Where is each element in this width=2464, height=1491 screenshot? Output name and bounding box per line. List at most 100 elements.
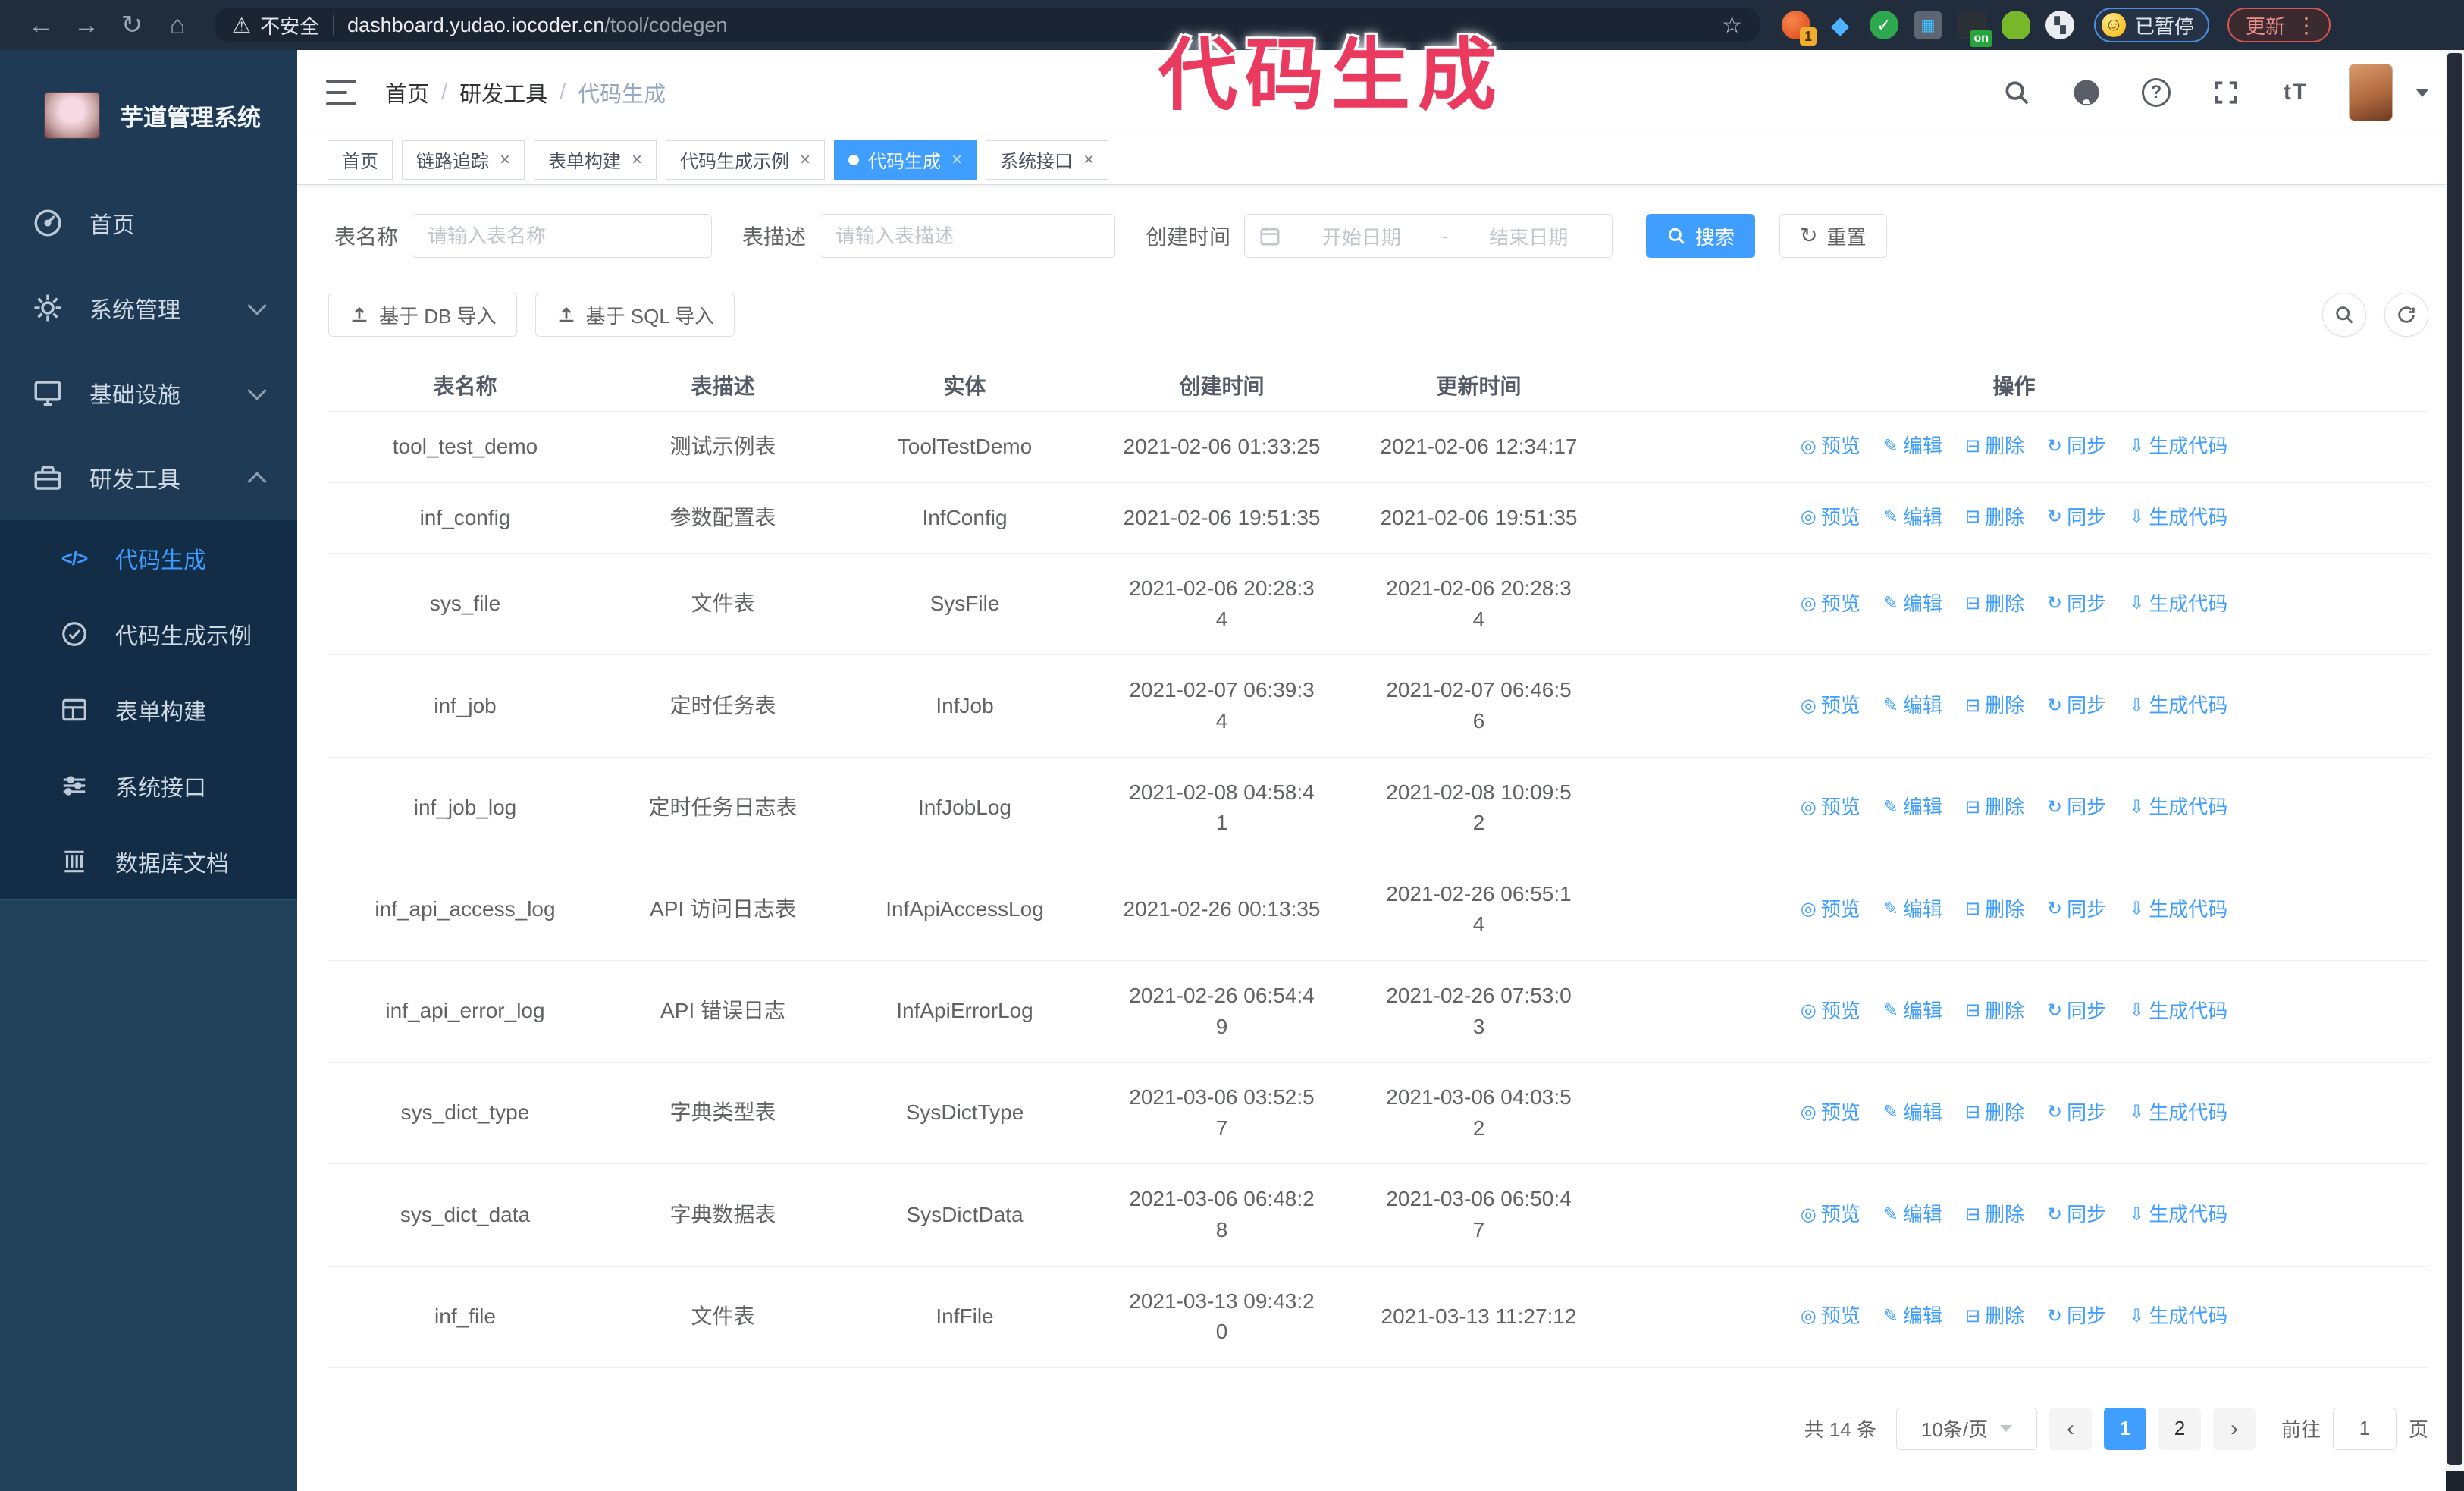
edit-link[interactable]: ✎ 编辑 (1883, 432, 1942, 461)
search-button[interactable]: 搜索 (1646, 214, 1756, 258)
delete-link[interactable]: ⊟ 删除 (1965, 896, 2024, 924)
edit-link[interactable]: ✎ 编辑 (1883, 997, 1942, 1026)
ext-switch-icon[interactable]: on (1958, 11, 1992, 47)
generate-code-link[interactable]: ⇩ 生成代码 (2129, 896, 2227, 924)
font-size-icon[interactable]: tT (2283, 80, 2309, 105)
generate-code-link[interactable]: ⇩ 生成代码 (2129, 793, 2227, 822)
refresh-table-button[interactable] (2384, 293, 2428, 337)
sidebar-logo-row[interactable]: 芋道管理系统 (0, 50, 297, 180)
preview-link[interactable]: ◎ 预览 (1801, 997, 1861, 1026)
edit-link[interactable]: ✎ 编辑 (1883, 692, 1942, 720)
avatar-caret-icon[interactable] (2415, 88, 2429, 97)
reset-button[interactable]: ↻ 重置 (1779, 214, 1887, 258)
delete-link[interactable]: ⊟ 删除 (1965, 692, 2024, 720)
page-scrollbar[interactable] (2446, 50, 2464, 1491)
generate-code-link[interactable]: ⇩ 生成代码 (2129, 432, 2227, 461)
sidebar-item-system-api[interactable]: 系统接口 (0, 748, 297, 824)
search-icon[interactable] (2000, 76, 2033, 109)
sidebar-item-system[interactable]: 系统管理 (0, 265, 297, 350)
edit-link[interactable]: ✎ 编辑 (1883, 896, 1942, 924)
user-avatar[interactable] (2349, 64, 2393, 121)
import-sql-button[interactable]: 基于 SQL 导入 (534, 293, 735, 337)
scrollbar-thumb[interactable] (2447, 53, 2462, 1465)
sidebar-item-codegen-example[interactable]: 代码生成示例 (0, 596, 297, 672)
ext-check-icon[interactable]: ✓ (1870, 11, 1898, 39)
sync-link[interactable]: ↻ 同步 (2047, 692, 2106, 720)
preview-link[interactable]: ◎ 预览 (1801, 896, 1861, 924)
sync-link[interactable]: ↻ 同步 (2047, 432, 2106, 461)
bookmark-star-icon[interactable]: ☆ (1722, 12, 1742, 38)
delete-link[interactable]: ⊟ 删除 (1965, 432, 2024, 461)
close-icon[interactable]: × (500, 149, 511, 170)
import-db-button[interactable]: 基于 DB 导入 (328, 293, 517, 337)
next-page-button[interactable]: › (2212, 1407, 2256, 1450)
edit-link[interactable]: ✎ 编辑 (1883, 1302, 1942, 1331)
delete-link[interactable]: ⊟ 删除 (1965, 1302, 2024, 1331)
preview-link[interactable]: ◎ 预览 (1801, 432, 1861, 461)
delete-link[interactable]: ⊟ 删除 (1965, 793, 2024, 822)
sync-link[interactable]: ↻ 同步 (2047, 504, 2106, 532)
sync-link[interactable]: ↻ 同步 (2047, 896, 2106, 924)
edit-link[interactable]: ✎ 编辑 (1883, 1099, 1942, 1128)
sync-link[interactable]: ↻ 同步 (2047, 1302, 2106, 1331)
sidebar-item-infra[interactable]: 基础设施 (0, 350, 297, 435)
page-button-1[interactable]: 1 (2103, 1407, 2146, 1450)
view-tab[interactable]: 代码生成示例 × (666, 140, 826, 180)
generate-code-link[interactable]: ⇩ 生成代码 (2129, 1099, 2227, 1128)
page-button-2[interactable]: 2 (2158, 1407, 2201, 1450)
browser-menu-icon[interactable]: ⋮ (2296, 13, 2318, 37)
delete-link[interactable]: ⊟ 删除 (1965, 1201, 2024, 1229)
github-icon[interactable] (2070, 76, 2103, 109)
create-time-range-picker[interactable]: 开始日期 - 结束日期 (1244, 214, 1613, 258)
sidebar-item-form-builder[interactable]: 表单构建 (0, 672, 297, 748)
extensions-puzzle-icon[interactable]: ▚ (2045, 11, 2074, 39)
preview-link[interactable]: ◎ 预览 (1801, 504, 1861, 532)
sync-link[interactable]: ↻ 同步 (2047, 590, 2106, 619)
generate-code-link[interactable]: ⇩ 生成代码 (2129, 1201, 2227, 1229)
preview-link[interactable]: ◎ 预览 (1801, 1302, 1861, 1331)
preview-link[interactable]: ◎ 预览 (1801, 590, 1861, 619)
goto-page-input[interactable] (2332, 1407, 2397, 1450)
browser-update-button[interactable]: 更新 ⋮ (2227, 8, 2331, 42)
close-icon[interactable]: × (632, 149, 643, 170)
security-label[interactable]: 不安全 (260, 14, 320, 38)
ext-profile-icon[interactable]: 1 (1782, 11, 1817, 46)
generate-code-link[interactable]: ⇩ 生成代码 (2129, 590, 2227, 619)
page-size-select[interactable]: 10条/页 (1895, 1407, 2037, 1450)
prev-page-button[interactable]: ‹ (2049, 1407, 2092, 1450)
close-icon[interactable]: × (951, 149, 963, 170)
view-tab[interactable]: 首页 (328, 140, 393, 180)
hamburger-icon[interactable] (326, 80, 356, 105)
delete-link[interactable]: ⊟ 删除 (1965, 1099, 2024, 1128)
sync-link[interactable]: ↻ 同步 (2047, 793, 2106, 822)
table-name-input[interactable] (412, 214, 713, 258)
close-icon[interactable]: × (800, 149, 811, 170)
preview-link[interactable]: ◎ 预览 (1801, 793, 1861, 822)
table-desc-input[interactable] (820, 214, 1116, 258)
profile-paused-badge[interactable]: ☺ 已暂停 (2094, 8, 2210, 42)
help-icon[interactable]: ? (2140, 76, 2173, 109)
delete-link[interactable]: ⊟ 删除 (1965, 590, 2024, 619)
view-tab[interactable]: 代码生成 × (834, 140, 977, 180)
sidebar-item-codegen[interactable]: </> 代码生成 (0, 520, 297, 596)
sync-link[interactable]: ↻ 同步 (2047, 1099, 2106, 1128)
generate-code-link[interactable]: ⇩ 生成代码 (2129, 504, 2227, 532)
home-icon[interactable]: ⌂ (169, 10, 186, 39)
fullscreen-icon[interactable] (2209, 76, 2243, 109)
edit-link[interactable]: ✎ 编辑 (1883, 1201, 1942, 1229)
view-tab[interactable]: 系统接口 × (986, 140, 1109, 180)
generate-code-link[interactable]: ⇩ 生成代码 (2129, 1302, 2227, 1331)
breadcrumb-devtools[interactable]: 研发工具 (459, 83, 548, 107)
ext-gem-icon[interactable]: ◆ (1830, 11, 1850, 39)
ext-alien-icon[interactable] (2002, 11, 2030, 39)
ext-grid-icon[interactable]: ▦ (1914, 11, 1942, 39)
forward-icon[interactable]: → (74, 10, 99, 39)
preview-link[interactable]: ◎ 预览 (1801, 1201, 1861, 1229)
preview-link[interactable]: ◎ 预览 (1801, 692, 1861, 720)
reload-icon[interactable]: ↻ (121, 11, 143, 39)
edit-link[interactable]: ✎ 编辑 (1883, 504, 1942, 532)
close-icon[interactable]: × (1083, 149, 1095, 170)
view-tab[interactable]: 链路追踪 × (402, 140, 525, 180)
preview-link[interactable]: ◎ 预览 (1801, 1099, 1861, 1128)
edit-link[interactable]: ✎ 编辑 (1883, 590, 1942, 619)
